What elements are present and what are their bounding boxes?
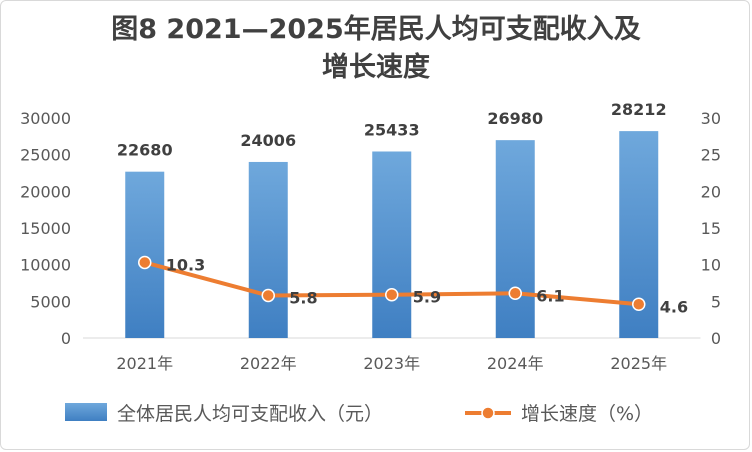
bar-data-label: 26980 — [487, 109, 543, 128]
bar — [248, 161, 288, 338]
y-left-tick-label: 10000 — [20, 256, 71, 275]
growth-rate-data-label: 4.6 — [660, 297, 688, 316]
growth-rate-point — [261, 288, 275, 303]
y-left-tick-label: 25000 — [20, 146, 71, 165]
legend-bar-swatch — [65, 403, 107, 421]
x-tick-label: 2024年 — [487, 354, 544, 373]
chart-title-line-2: 增长速度 — [322, 52, 430, 83]
growth-rate-point — [385, 287, 399, 302]
x-tick-label: 2021年 — [116, 354, 173, 373]
y-right-tick-label: 0 — [711, 329, 721, 348]
chart-title-line-1: 图8 2021—2025年居民人均可支配收入及 — [111, 14, 641, 45]
y-right-tick-label: 5 — [711, 292, 721, 311]
x-tick-label: 2023年 — [363, 354, 420, 373]
growth-rate-point — [632, 297, 646, 312]
legend-bar-label: 全体居民人均可支配收入（元） — [117, 403, 383, 425]
bar-data-label: 24006 — [240, 131, 296, 150]
bar — [125, 171, 165, 338]
y-left-tick-label: 0 — [61, 329, 71, 348]
y-right-tick-label: 25 — [701, 146, 721, 165]
bar-data-label: 22680 — [117, 141, 173, 160]
bar-data-label: 28212 — [611, 100, 667, 119]
growth-rate-point — [138, 255, 152, 270]
y-left-tick-label: 20000 — [20, 182, 71, 201]
growth-rate-data-label: 10.3 — [166, 255, 205, 274]
y-left-tick-label: 30000 — [20, 109, 71, 128]
x-tick-label: 2022年 — [240, 354, 297, 373]
bar — [372, 151, 412, 338]
growth-rate-data-label: 6.1 — [536, 286, 564, 305]
growth-rate-data-label: 5.8 — [289, 288, 317, 307]
y-left-tick-label: 5000 — [30, 292, 71, 311]
y-right-tick-label: 30 — [701, 109, 721, 128]
y-right-tick-label: 20 — [701, 182, 721, 201]
growth-rate-point — [508, 286, 522, 301]
legend-line-label: 增长速度（%） — [521, 403, 653, 425]
y-right-tick-label: 10 — [701, 256, 721, 275]
bar-data-label: 25433 — [364, 120, 420, 139]
chart-title: 图8 2021—2025年居民人均可支配收入及 增长速度 — [1, 11, 751, 87]
y-left-tick-label: 15000 — [20, 219, 71, 238]
bar — [495, 140, 535, 338]
x-tick-label: 2025年 — [610, 354, 667, 373]
y-right-tick-label: 15 — [701, 219, 721, 238]
growth-rate-data-label: 5.9 — [413, 288, 441, 307]
legend-line-marker — [481, 406, 495, 420]
